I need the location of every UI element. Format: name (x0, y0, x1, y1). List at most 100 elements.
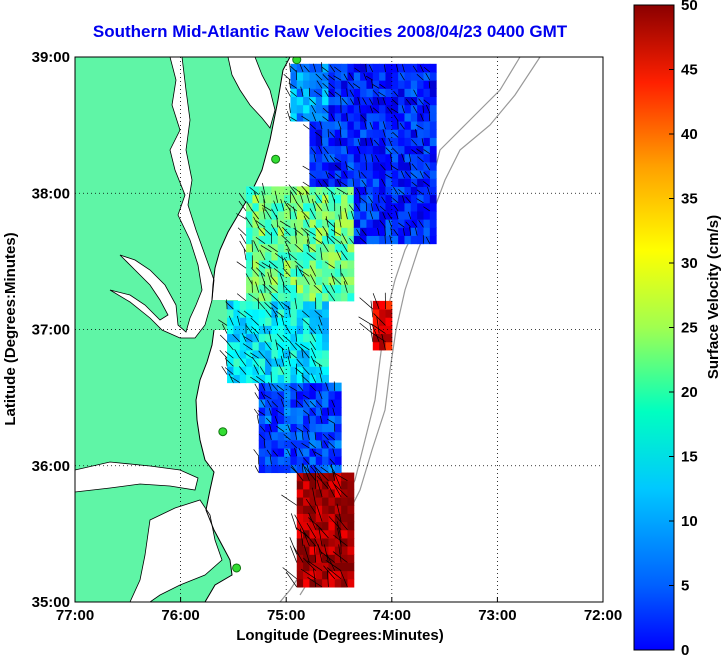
velocity-arrow (306, 252, 316, 261)
velocity-cell (271, 431, 279, 441)
velocity-cell (334, 121, 342, 130)
velocity-cell (347, 210, 355, 220)
velocity-cell (328, 529, 336, 539)
velocity-cell (284, 423, 291, 433)
velocity-cell (410, 227, 418, 236)
velocity-cell (360, 129, 367, 138)
velocity-cell (284, 358, 291, 367)
velocity-cell (423, 96, 431, 106)
velocity-cell (366, 104, 374, 114)
velocity-arrow (322, 74, 329, 81)
velocity-cell (398, 170, 405, 179)
velocity-cell (334, 178, 342, 187)
velocity-arrow (348, 204, 355, 212)
velocity-arrow (291, 465, 304, 481)
velocity-arrow (301, 227, 310, 236)
velocity-arrow (306, 244, 316, 253)
velocity-cell (252, 366, 260, 375)
velocity-cell (353, 202, 361, 212)
velocity-cell (303, 578, 310, 588)
velocity-cell (258, 251, 266, 261)
velocity-cell (322, 431, 329, 441)
velocity-cell (391, 210, 399, 220)
velocity-cell (347, 472, 355, 482)
velocity-cell (341, 546, 348, 555)
velocity-cell (265, 415, 272, 425)
velocity-cell (322, 63, 329, 73)
velocity-cell (334, 137, 342, 147)
velocity-cell (328, 80, 336, 89)
velocity-cell (322, 276, 329, 286)
velocity-cell (252, 309, 260, 318)
velocity-arrow (391, 147, 399, 154)
velocity-arrow (254, 465, 260, 473)
velocity-arrow (295, 330, 298, 342)
velocity-cell (379, 129, 386, 138)
x-tick-label: 75:00 (267, 607, 305, 624)
velocity-cell (277, 448, 285, 457)
velocity-cell (341, 554, 348, 563)
velocity-cell (303, 513, 310, 523)
colorbar-tick-label: 5 (681, 578, 689, 595)
velocity-arrow (306, 522, 317, 539)
velocity-arrow (328, 516, 342, 531)
velocity-cell (265, 243, 272, 253)
velocity-arrow (297, 384, 304, 392)
velocity-cell (309, 137, 317, 147)
velocity-cell (322, 170, 329, 179)
velocity-cell (347, 276, 355, 286)
velocity-cell (372, 145, 380, 155)
velocity-arrow (303, 399, 310, 408)
velocity-cell (303, 480, 310, 490)
velocity-cell (322, 104, 329, 114)
velocity-cell (252, 202, 260, 212)
velocity-arrow (423, 171, 431, 179)
velocity-cell (277, 407, 285, 416)
velocity-arrow (385, 147, 393, 154)
velocity-arrow (281, 494, 297, 506)
velocity-arrow (262, 207, 266, 220)
velocity-arrow (245, 216, 253, 228)
velocity-cell (265, 219, 272, 228)
velocity-cell (372, 137, 380, 147)
velocity-cell (258, 243, 266, 253)
velocity-cell (303, 505, 310, 514)
velocity-cell (239, 317, 247, 326)
velocity-arrow (282, 567, 297, 580)
velocity-cell (296, 398, 304, 408)
velocity-cell (391, 186, 399, 196)
velocity-arrow (303, 544, 310, 563)
velocity-arrow (263, 199, 266, 212)
velocity-cell (258, 358, 266, 367)
velocity-cell (347, 170, 355, 179)
colorbar-tick-label: 20 (681, 384, 698, 401)
velocity-cell (347, 578, 355, 588)
velocity-arrow (334, 484, 348, 498)
velocity-arrow (346, 112, 348, 122)
velocity-cell (309, 374, 317, 384)
velocity-cell (309, 121, 317, 130)
velocity-cell (423, 104, 431, 114)
velocity-cell (341, 243, 348, 253)
velocity-arrow (301, 348, 304, 359)
velocity-cell (429, 71, 437, 81)
velocity-cell (303, 260, 310, 269)
velocity-cell (360, 145, 367, 155)
velocity-cell (328, 472, 336, 482)
velocity-cell (315, 104, 323, 114)
velocity-cell (410, 137, 418, 147)
velocity-arrow (267, 399, 272, 408)
velocity-arrow (325, 560, 342, 571)
velocity-arrow (271, 401, 278, 408)
velocity-cell (353, 129, 361, 138)
velocity-arrow (322, 116, 329, 122)
velocity-cell (265, 366, 272, 375)
velocity-cell (252, 219, 260, 228)
velocity-cell (347, 554, 355, 563)
velocity-cell (322, 390, 329, 400)
velocity-arrow (393, 204, 399, 212)
velocity-cell (423, 227, 431, 236)
velocity-cell (360, 96, 367, 106)
velocity-cell (328, 96, 336, 106)
velocity-cell (423, 137, 431, 147)
